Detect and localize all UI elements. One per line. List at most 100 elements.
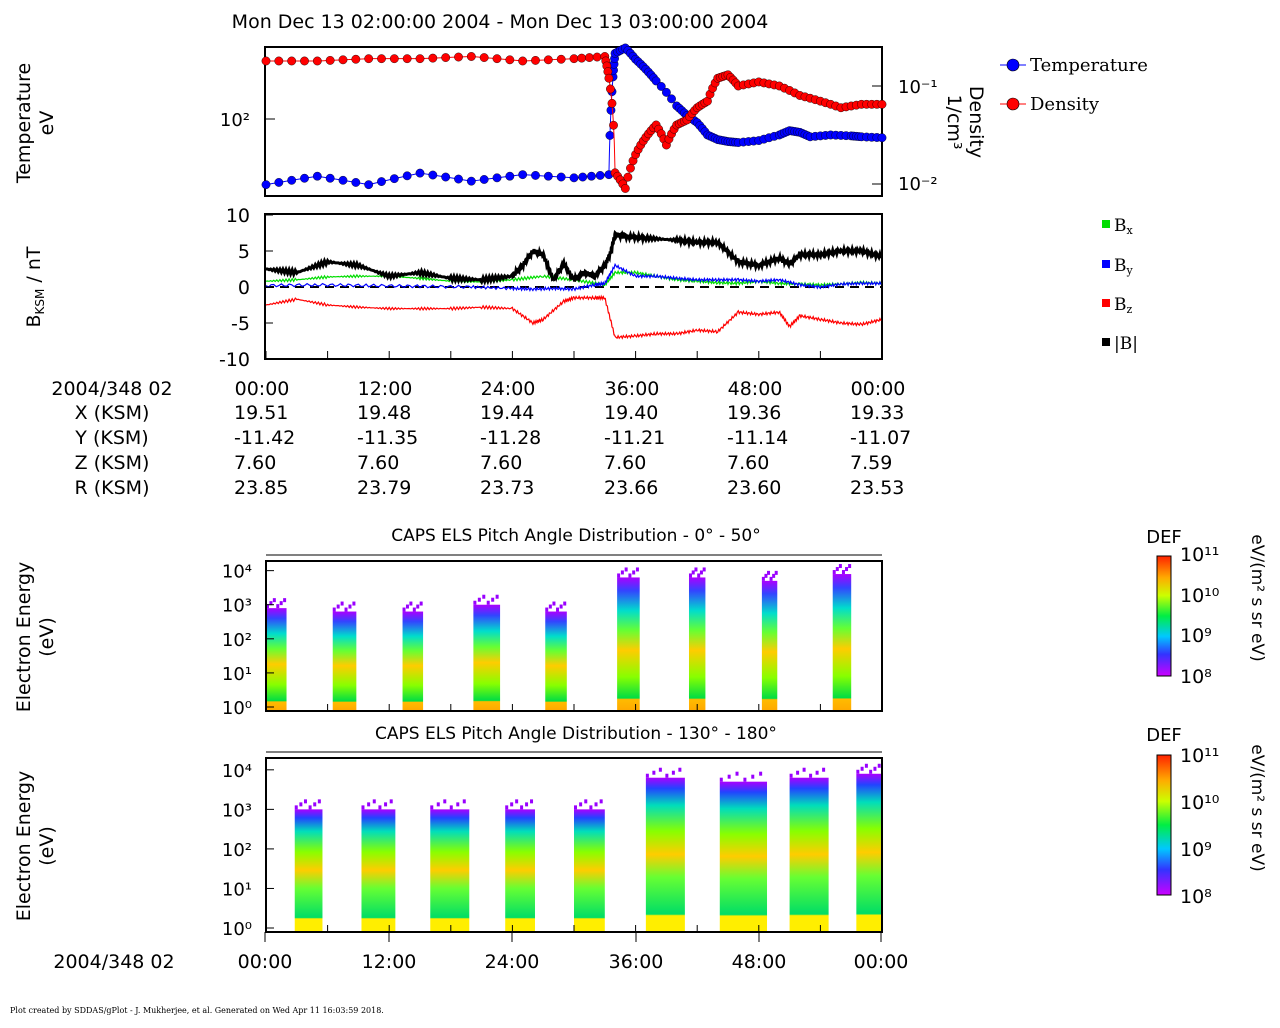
temperature-axis-label: Temperature: [13, 63, 35, 184]
spectrogram-speckle: [313, 802, 317, 807]
spectrogram-speckle: [430, 805, 434, 810]
spectrogram-speckle: [796, 770, 800, 775]
spectrogram-speckle: [599, 799, 603, 804]
spectrogram-block: [545, 611, 567, 710]
spectrogram-speckle: [584, 799, 588, 804]
ephemeris-time: 24:00: [481, 378, 536, 400]
temperature-point: [877, 133, 887, 143]
temperature-point: [569, 173, 579, 183]
ephemeris-value: -11.07: [850, 427, 911, 449]
spectrogram-speckle: [486, 600, 490, 605]
spectrogram-speckle: [743, 777, 747, 782]
density-point: [531, 55, 540, 65]
density-point: [402, 54, 412, 64]
colorbar-2-tick-10: 10¹⁰: [1180, 792, 1219, 814]
temperature-point: [656, 82, 666, 91]
ephemeris-date: 2004/348 02: [51, 378, 172, 400]
temperature-point: [587, 171, 596, 181]
spectrogram-speckle: [348, 604, 352, 609]
colorbar-2-title: DEF: [1146, 725, 1182, 746]
spectrogram-block: [761, 580, 778, 710]
ephemeris-value: 23.85: [234, 477, 288, 499]
bottom-time-label: 00:00: [238, 951, 293, 973]
spectrogram-speckle: [510, 802, 514, 807]
spectrogram-speckle: [594, 802, 598, 807]
spectrogram-speckle: [835, 567, 839, 572]
legend-bz-label: Bz: [1114, 295, 1133, 316]
legend-b-swatch: [1102, 338, 1110, 346]
spectrogram-speckle: [727, 774, 731, 779]
density-point: [585, 53, 594, 62]
colorbar-1-scale: [1156, 555, 1172, 677]
mag-series-group: [265, 229, 883, 340]
spectrogram-block: [832, 574, 852, 710]
colorbar-2-tick-8: 10⁸: [1180, 886, 1212, 908]
spectrogram-speckle: [520, 805, 524, 810]
density-point: [609, 120, 618, 130]
ephemeris-value: 23.60: [727, 477, 781, 499]
colorbar-1-title: DEF: [1146, 527, 1182, 548]
ephemeris-value: -11.28: [480, 427, 541, 449]
ephemeris-value: -11.35: [357, 427, 418, 449]
ephemeris-value: 7.59: [850, 452, 892, 474]
legend-temperature-label: Temperature: [1030, 55, 1148, 76]
colorbar-2: DEF 10¹¹ 10¹⁰ 10⁹ 10⁸ eV/(m² s sr eV): [1146, 725, 1267, 908]
density-point: [623, 172, 633, 182]
density-point: [556, 54, 566, 64]
density-point: [325, 55, 335, 65]
spectrogram-speckle: [809, 773, 813, 778]
ephemeris-value: 19.40: [604, 402, 658, 424]
ephemeris-row-label: Z (KSM): [75, 452, 150, 474]
spectrogram-ytick-label: 10³: [222, 800, 252, 821]
ephemeris-value: 7.60: [234, 452, 276, 474]
spectrogram-speckle: [645, 773, 649, 778]
figure-title: Mon Dec 13 02:00:00 2004 - Mon Dec 13 03…: [232, 11, 769, 33]
spectrogram-130-180-yticks: 10⁴ 10³ 10² 10¹ 10⁰: [222, 761, 883, 940]
spectrogram-ytick-label: 10⁴: [222, 761, 252, 782]
temperature-point: [479, 175, 489, 184]
spectrogram-speckle: [761, 576, 765, 581]
spectrogram-speckle: [336, 604, 340, 609]
spectrogram-ytick-label: 10³: [222, 596, 252, 617]
spectrogram-0-50-title: CAPS ELS Pitch Angle Distribution - 0° -…: [391, 526, 760, 546]
spectrogram-speckle: [864, 763, 868, 768]
ephemeris-time: 48:00: [728, 378, 783, 400]
spectrogram-speckle: [367, 802, 371, 807]
spectrogram-speckle: [735, 771, 739, 776]
temperature-point: [651, 76, 661, 86]
legend-by-swatch: [1102, 260, 1110, 268]
spectrogram-speckle: [402, 607, 406, 612]
ephemeris-row-label: R (KSM): [75, 477, 150, 499]
density-point: [377, 54, 386, 64]
ephemeris-value: 19.51: [234, 402, 288, 424]
spectrogram-speckle: [530, 799, 534, 804]
spectrogram-speckle: [699, 570, 703, 575]
spectrogram-speckle: [802, 767, 806, 772]
density-point: [606, 84, 615, 94]
spectrogram-speckle: [294, 805, 298, 810]
spectrogram-130-180-yunit: (eV): [36, 826, 58, 866]
temperature-point: [428, 170, 438, 180]
ephemeris-time: 00:00: [851, 378, 906, 400]
spectrogram-speckle: [658, 767, 662, 772]
spectrogram-block: [430, 809, 470, 931]
density-point: [351, 54, 361, 64]
panel-plasma-frame: [264, 46, 883, 197]
spectrogram-speckle: [877, 763, 881, 768]
mag-ytick-label: -10: [219, 349, 250, 371]
temperature-point: [300, 173, 309, 183]
spectrogram-0-50: CAPS ELS Pitch Angle Distribution - 0° -…: [13, 526, 1267, 719]
spectrogram-speckle: [860, 766, 864, 771]
spectrogram-block: [856, 773, 882, 931]
series-line-Bz: [265, 294, 882, 340]
spectrogram-ytick-label: 10⁰: [222, 919, 252, 940]
ephemeris-row-label: Y (KSM): [74, 427, 148, 449]
spectrogram-speckle: [389, 799, 393, 804]
spectrogram-speckle: [767, 570, 771, 575]
density-tick-label-1: 10⁻¹: [898, 77, 938, 98]
spectrogram-speckle: [525, 802, 529, 807]
temperature-point: [274, 178, 284, 187]
temperature-point: [505, 171, 515, 181]
temperature-point: [377, 177, 386, 186]
spectrogram-speckle: [505, 805, 509, 810]
